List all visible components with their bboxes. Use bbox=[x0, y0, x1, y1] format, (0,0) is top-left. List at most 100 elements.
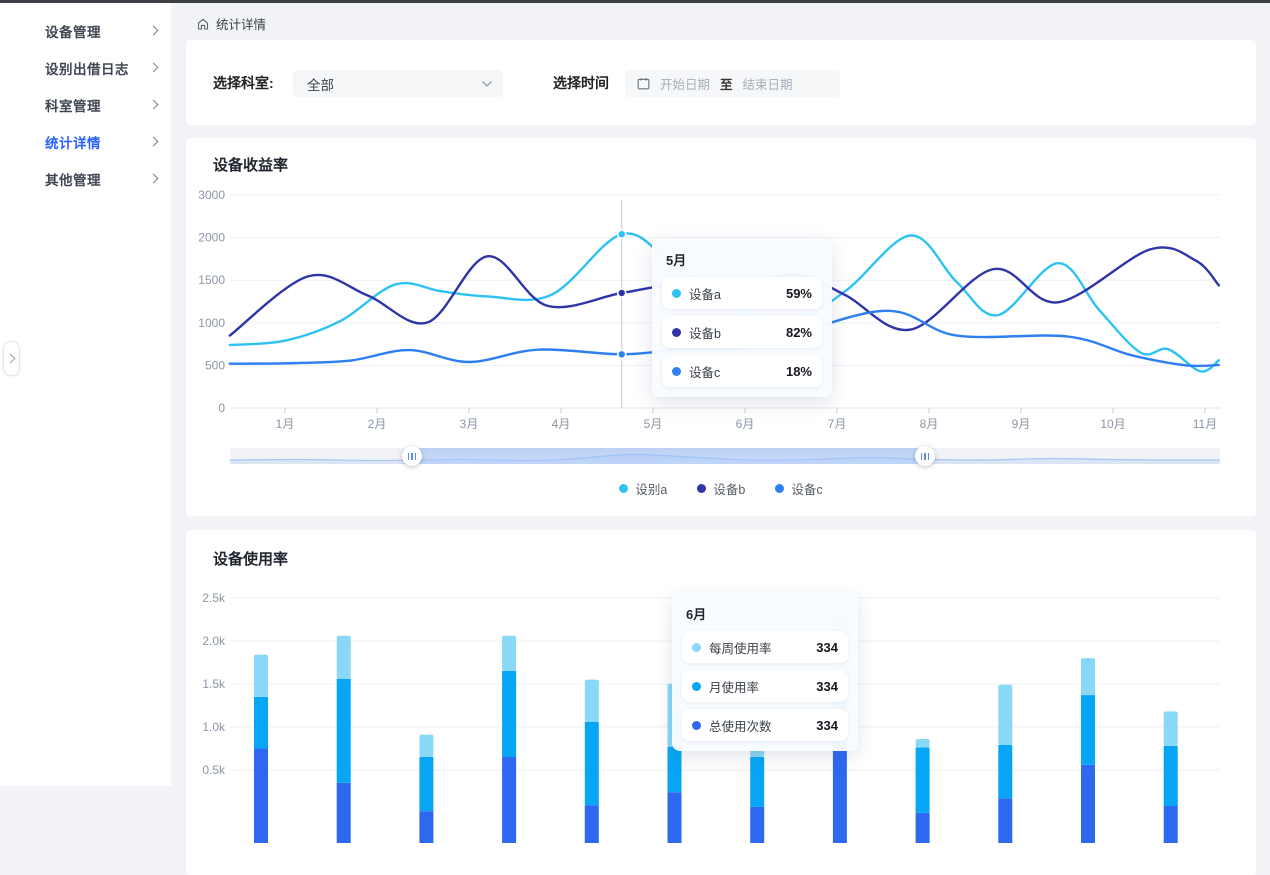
bar-segment-每周使用率[interactable] bbox=[584, 679, 599, 722]
tooltip-series-value: 334 bbox=[816, 717, 838, 733]
bar-segment-月使用率[interactable] bbox=[584, 721, 599, 806]
tooltip-series-label: 总使用次数 bbox=[709, 719, 772, 734]
date-range-picker[interactable]: 开始日期 至 结束日期 bbox=[625, 70, 840, 97]
chevron-right-icon bbox=[148, 173, 159, 184]
bar-segment-每周使用率[interactable] bbox=[1081, 658, 1095, 696]
sidebar: 设备管理 设别出借日志 科室管理 统计详情 其他管理 bbox=[0, 3, 171, 786]
time-filter-label: 选择时间 bbox=[553, 75, 609, 91]
tooltip-title: 6月 bbox=[686, 607, 707, 622]
bar-segment-月使用率[interactable] bbox=[667, 746, 682, 793]
bar-segment-每周使用率[interactable] bbox=[998, 684, 1013, 745]
sidebar-item-label: 统计详情 bbox=[45, 135, 101, 151]
x-axis-month-label: 5月 bbox=[644, 417, 663, 431]
bar-segment-每周使用率[interactable] bbox=[1163, 711, 1178, 746]
calendar-icon bbox=[637, 78, 650, 90]
bar-segment-每周使用率[interactable] bbox=[502, 635, 517, 671]
bar-segment-每周使用率[interactable] bbox=[254, 654, 268, 697]
series-dot bbox=[692, 720, 701, 730]
department-filter-label: 选择科室: bbox=[213, 75, 274, 91]
legend-item-series-c[interactable]: 设备c bbox=[775, 479, 823, 498]
tooltip-series-value: 334 bbox=[816, 639, 838, 655]
bar-segment-总使用次数[interactable] bbox=[915, 812, 930, 843]
slider-selected-range[interactable] bbox=[412, 448, 925, 464]
bar-segment-总使用次数[interactable] bbox=[667, 792, 682, 843]
marker-point-设备a bbox=[616, 229, 627, 239]
x-axis-month-label: 11月 bbox=[1193, 417, 1217, 431]
end-date-input[interactable]: 结束日期 bbox=[742, 78, 793, 92]
tooltip-series-label: 设备c bbox=[689, 365, 721, 380]
tooltip-series-value: 334 bbox=[816, 678, 838, 694]
bar-segment-总使用次数[interactable] bbox=[584, 805, 599, 843]
bar-segment-总使用次数[interactable] bbox=[1081, 764, 1095, 843]
breadcrumb[interactable]: 统计详情 bbox=[196, 14, 266, 33]
bar-segment-月使用率[interactable] bbox=[502, 671, 517, 757]
bar-segment-总使用次数[interactable] bbox=[336, 782, 351, 843]
chart-zoom-slider[interactable] bbox=[230, 448, 1220, 464]
sidebar-item-statistics-detail[interactable]: 统计详情 bbox=[0, 123, 171, 160]
sidebar-item-lending-log[interactable]: 设别出借日志 bbox=[0, 49, 171, 86]
sidebar-item-other-management[interactable]: 其他管理 bbox=[0, 160, 171, 197]
x-axis-month-label: 2月 bbox=[368, 417, 387, 431]
tooltip-series-value: 82% bbox=[785, 324, 812, 340]
x-axis-month-label: 8月 bbox=[920, 417, 939, 431]
left-panel-collapse-button[interactable] bbox=[3, 341, 20, 376]
tooltip-row: 设备b 82% bbox=[662, 316, 822, 348]
department-select-value: 全部 bbox=[307, 77, 334, 93]
bar-segment-月使用率[interactable] bbox=[915, 747, 930, 813]
chevron-down-icon bbox=[481, 80, 493, 87]
legend-item-series-a[interactable]: 设别a bbox=[619, 479, 667, 498]
bar-segment-每周使用率[interactable] bbox=[419, 734, 434, 757]
sidebar-item-label: 设别出借日志 bbox=[45, 61, 129, 77]
sidebar-item-department-management[interactable]: 科室管理 bbox=[0, 86, 171, 123]
sidebar-item-device-management[interactable]: 设备管理 bbox=[0, 12, 171, 49]
sidebar-item-label: 科室管理 bbox=[45, 98, 101, 114]
tooltip-row: 月使用率 334 bbox=[682, 670, 848, 702]
bar-segment-总使用次数[interactable] bbox=[750, 806, 765, 843]
bar-segment-月使用率[interactable] bbox=[336, 678, 351, 783]
bar-segment-月使用率[interactable] bbox=[998, 744, 1013, 799]
legend-item-series-b[interactable]: 设备b bbox=[697, 479, 745, 498]
bar-segment-月使用率[interactable] bbox=[750, 757, 765, 807]
chart-legend: 设别a 设备b 设备c bbox=[186, 479, 1256, 498]
bar-segment-月使用率[interactable] bbox=[254, 696, 268, 749]
bar-segment-总使用次数[interactable] bbox=[419, 811, 434, 843]
window-top-strip bbox=[0, 0, 1270, 3]
line-chart-tooltip: 5月 设备a 59% 设备b 82% 设备c 18% bbox=[652, 238, 832, 397]
bar-segment-总使用次数[interactable] bbox=[254, 748, 268, 843]
usage-rate-chart-card: 设备使用率 2.5k 2.0k 1.5k 1.0k 0.5k 6月 每周使用率 334 … bbox=[186, 530, 1256, 875]
breadcrumb-label: 统计详情 bbox=[216, 18, 267, 32]
tooltip-series-label: 设备a bbox=[689, 287, 721, 302]
x-axis-month-label: 10月 bbox=[1100, 417, 1125, 431]
bar-segment-月使用率[interactable] bbox=[1163, 745, 1178, 807]
bar-segment-月使用率[interactable] bbox=[419, 757, 434, 812]
chevron-right-icon bbox=[5, 353, 16, 364]
marker-point-设备b bbox=[616, 288, 627, 298]
y-axis-tick-label: 3000 bbox=[198, 188, 225, 202]
bar-segment-每周使用率[interactable] bbox=[336, 635, 351, 679]
date-range-separator: 至 bbox=[720, 78, 733, 92]
main-content: 统计详情 选择科室: 全部 选择时间 开始日期 至 结束日期 设备收益率 300… bbox=[171, 3, 1270, 875]
legend-dot bbox=[697, 484, 707, 493]
start-date-input[interactable]: 开始日期 bbox=[660, 78, 711, 92]
tooltip-row: 设备c 18% bbox=[662, 355, 822, 387]
slider-handle-right[interactable] bbox=[915, 446, 935, 466]
bar-segment-每周使用率[interactable] bbox=[915, 738, 930, 748]
tooltip-series-label: 每周使用率 bbox=[709, 641, 772, 656]
bar-segment-总使用次数[interactable] bbox=[1163, 806, 1178, 843]
bar-chart-tooltip: 6月 每周使用率 334 月使用率 334 总使用次数 334 bbox=[672, 592, 858, 751]
department-select[interactable]: 全部 bbox=[293, 70, 503, 97]
bar-segment-总使用次数[interactable] bbox=[832, 746, 847, 843]
x-axis-month-label: 4月 bbox=[552, 417, 571, 431]
bar-segment-月使用率[interactable] bbox=[1081, 695, 1095, 765]
bar-segment-总使用次数[interactable] bbox=[502, 757, 517, 843]
bar-segment-总使用次数[interactable] bbox=[998, 798, 1013, 843]
chart-title: 设备使用率 bbox=[213, 551, 289, 568]
y-axis-tick-label: 2.0k bbox=[202, 634, 226, 648]
y-axis-tick-label: 1.0k bbox=[202, 720, 226, 734]
y-axis-tick-label: 2000 bbox=[198, 231, 225, 245]
chevron-right-icon bbox=[148, 25, 159, 36]
slider-handle-left[interactable] bbox=[402, 446, 422, 466]
x-axis-month-label: 6月 bbox=[736, 417, 755, 431]
chevron-right-icon bbox=[148, 62, 159, 73]
chart-title: 设备收益率 bbox=[213, 157, 289, 174]
